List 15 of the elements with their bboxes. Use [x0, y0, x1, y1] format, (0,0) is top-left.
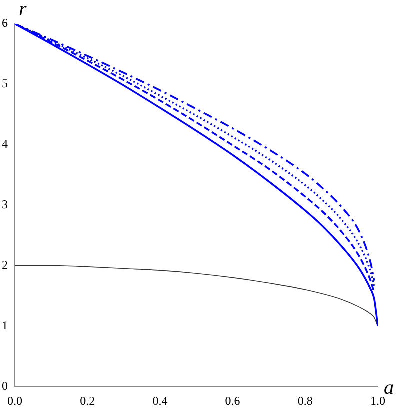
- x-tick-label: 0.2: [80, 394, 96, 408]
- y-tick-label: 0: [2, 378, 8, 393]
- y-tick-label: 6: [2, 16, 8, 30]
- y-tick-label: 4: [2, 137, 8, 152]
- y-tick-label: 3: [2, 197, 8, 212]
- x-tick-label: 0.6: [225, 394, 240, 408]
- x-tick-label: 0.4: [152, 394, 168, 408]
- y-tick-label: 5: [2, 76, 8, 91]
- x-tick-label: 0.8: [298, 394, 313, 408]
- y-axis-title: r: [19, 0, 27, 20]
- y-tick-label: 1: [2, 318, 8, 332]
- x-tick-label: 0.0: [8, 394, 22, 408]
- y-tick-label: 2: [2, 258, 8, 272]
- x-axis-title: a: [384, 376, 394, 399]
- x-tick-label: 1.0: [370, 394, 386, 408]
